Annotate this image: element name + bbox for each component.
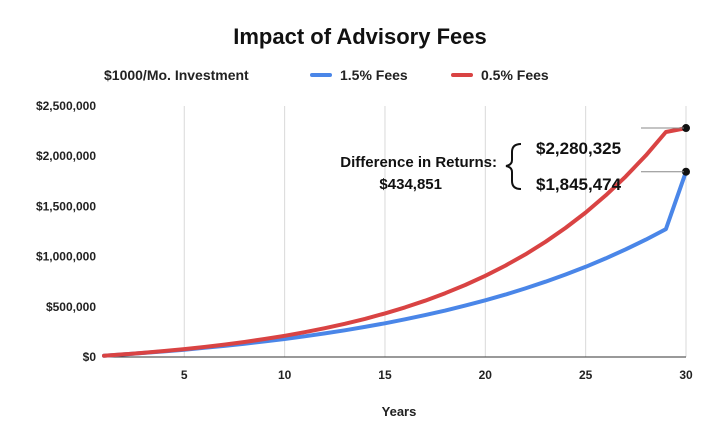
high-value-label: $2,280,325 bbox=[536, 139, 621, 158]
x-tick-label: 10 bbox=[278, 368, 292, 382]
x-tick-label: 25 bbox=[579, 368, 593, 382]
legend: 1.5% Fees 0.5% Fees bbox=[310, 67, 549, 83]
y-tick-label: $2,500,000 bbox=[36, 99, 96, 113]
y-tick-label: $1,000,000 bbox=[36, 250, 96, 264]
endpoint-marker-0-5-fees bbox=[682, 124, 690, 133]
x-tick-label: 5 bbox=[181, 368, 188, 382]
x-axis-label: Years bbox=[382, 404, 417, 419]
difference-label: Difference in Returns: bbox=[340, 154, 497, 171]
y-tick-label: $0 bbox=[83, 350, 97, 364]
brace-icon bbox=[505, 143, 522, 190]
legend-label-1-5-fees: 1.5% Fees bbox=[340, 67, 408, 83]
low-value-label: $1,845,474 bbox=[536, 175, 622, 194]
endpoint-marker-1-5-fees bbox=[682, 167, 690, 176]
y-tick-label: $1,500,000 bbox=[36, 199, 96, 213]
difference-annotation: Difference in Returns: $434,851 $2,280,3… bbox=[340, 127, 684, 194]
chart-subtitle: $1000/Mo. Investment bbox=[104, 67, 249, 83]
x-tick-label: 15 bbox=[378, 368, 392, 382]
series bbox=[102, 124, 690, 358]
series-line-0-5-fees bbox=[102, 126, 688, 358]
x-axis-ticks: 5 10 15 20 25 30 bbox=[181, 368, 693, 382]
difference-value: $434,851 bbox=[379, 176, 442, 193]
chart-title: Impact of Advisory Fees bbox=[233, 24, 486, 49]
grid bbox=[183, 106, 687, 357]
y-axis-ticks: $0 $500,000 $1,000,000 $1,500,000 $2,000,000… bbox=[36, 99, 96, 364]
y-tick-label: $2,000,000 bbox=[36, 149, 96, 163]
y-tick-label: $500,000 bbox=[46, 300, 96, 314]
legend-label-0-5-fees: 0.5% Fees bbox=[481, 67, 549, 83]
x-tick-label: 30 bbox=[679, 368, 693, 382]
x-tick-label: 20 bbox=[479, 368, 493, 382]
